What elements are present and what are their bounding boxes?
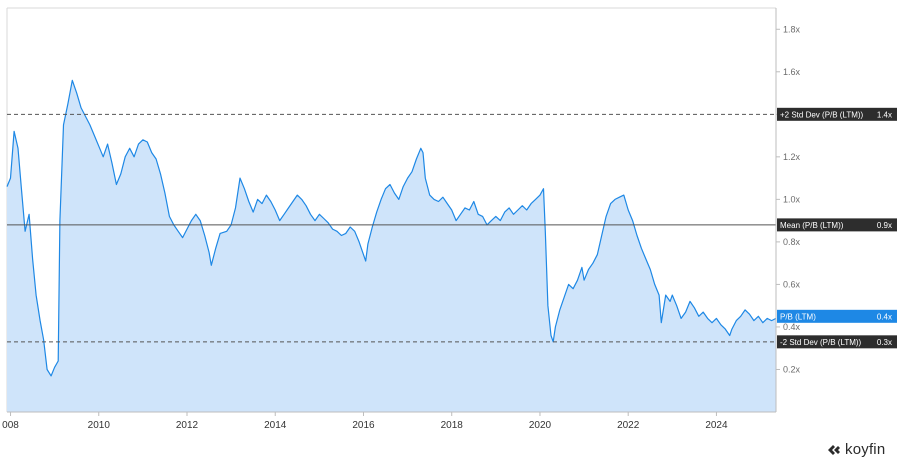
y-tick-label: 0.8x — [783, 237, 801, 247]
x-tick-label: 2016 — [352, 420, 375, 431]
reference-lines — [7, 113, 776, 343]
y-tick-label: 1.6x — [783, 67, 801, 77]
x-tick-label: 008 — [2, 420, 19, 431]
reference-value-0: 1.4x — [877, 110, 892, 119]
reference-value-1: 0.9x — [877, 221, 892, 230]
y-tick-label: 0.6x — [783, 279, 801, 289]
x-tick-label: 2012 — [176, 420, 199, 431]
x-tick-label: 2024 — [705, 420, 728, 431]
reference-label-bg-0 — [777, 107, 897, 121]
reference-label-3: -2 Std Dev (P/B (LTM)) — [780, 338, 862, 347]
koyfin-logo: koyfin — [826, 441, 885, 458]
x-tick-label: 2018 — [441, 420, 464, 431]
koyfin-logo-text: koyfin — [845, 441, 886, 458]
reference-label-0: +2 Std Dev (P/B (LTM)) — [780, 110, 864, 119]
y-tick-label: 0.2x — [783, 364, 801, 374]
series-area-fill — [7, 80, 776, 413]
reference-label-bg-3 — [777, 335, 897, 349]
reference-labels: +2 Std Dev (P/B (LTM)) 1.4x Mean (P/B (LTM… — [777, 107, 897, 349]
x-tick-label: 2010 — [88, 420, 111, 431]
reference-label-bg-2 — [777, 309, 897, 323]
reference-value-3: 0.3x — [877, 338, 892, 347]
y-tick-label: 0.4x — [783, 322, 801, 332]
y-tick-label: 1.8x — [783, 24, 801, 34]
x-tick-label: 2020 — [529, 420, 552, 431]
y-tick-label: 1.2x — [783, 152, 801, 162]
reference-value-2: 0.4x — [877, 312, 892, 321]
reference-label-bg-1 — [777, 218, 897, 232]
reference-label-1: Mean (P/B (LTM)) — [780, 221, 844, 230]
y-tick-label: 1.0x — [783, 194, 801, 204]
reference-label-2: P/B (LTM) — [780, 312, 816, 321]
koyfin-logo-icon — [828, 444, 840, 455]
series-line-pb-ltm — [6, 79, 777, 377]
x-tick-label: 2014 — [264, 420, 287, 431]
x-tick-label: 2022 — [617, 420, 640, 431]
